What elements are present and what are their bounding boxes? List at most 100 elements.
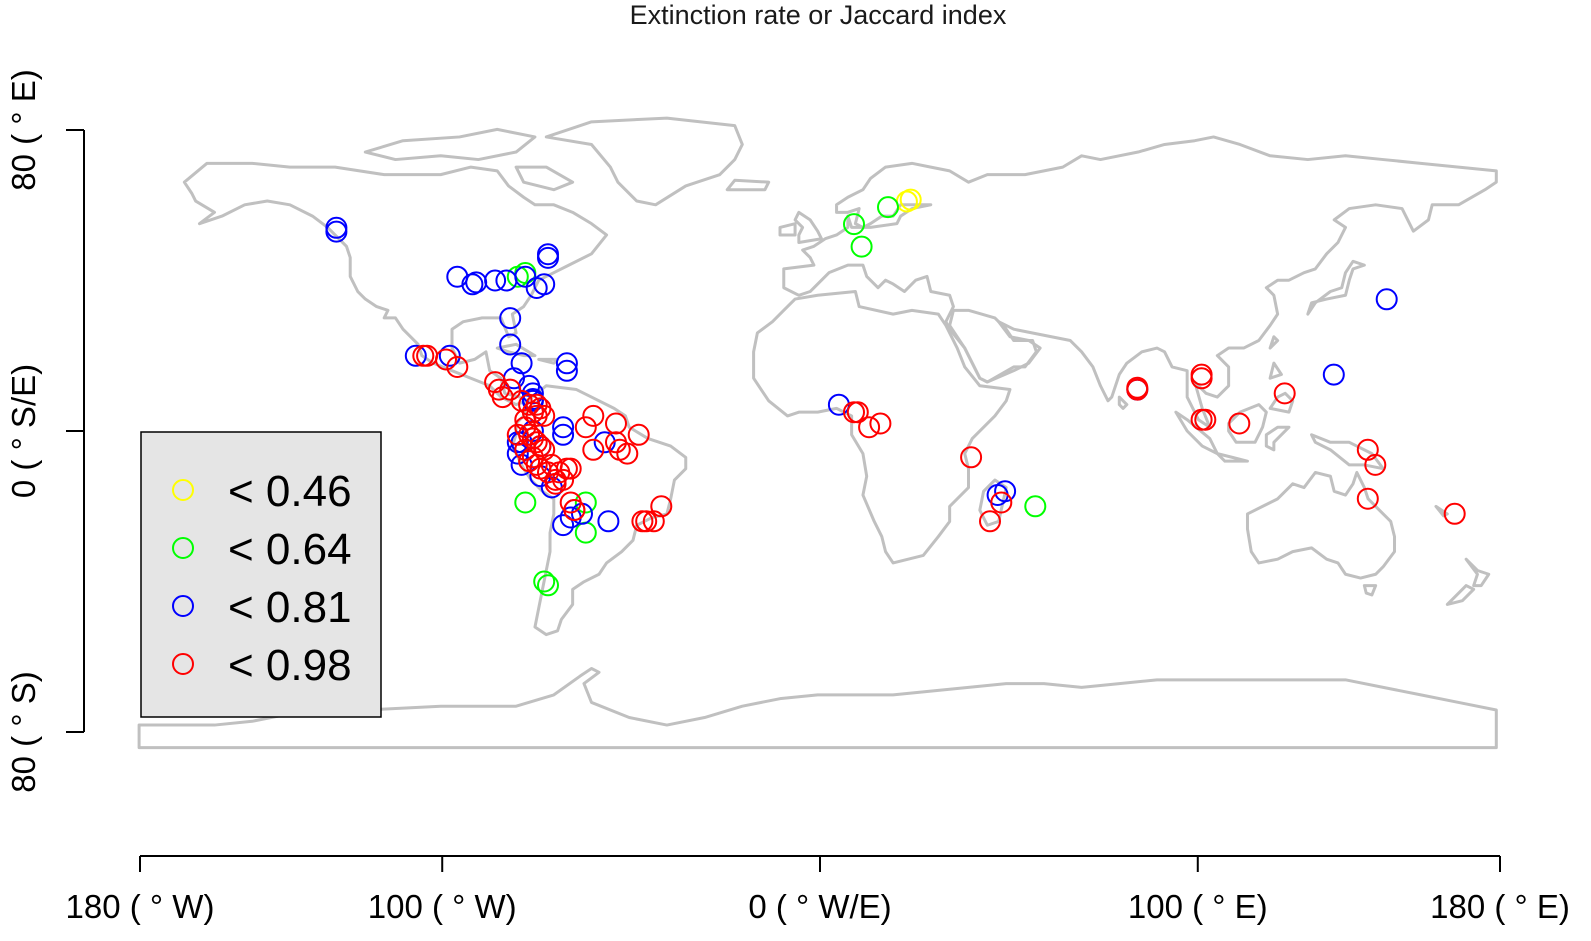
data-point: [446, 265, 469, 288]
data-point: [574, 521, 597, 544]
data-point: [582, 404, 605, 427]
data-point: [843, 213, 865, 236]
data-point: [446, 356, 469, 378]
data-point: [555, 359, 578, 382]
data-point: [518, 423, 541, 446]
north-america-outline: [184, 163, 606, 404]
british-isles-outline: [780, 212, 821, 242]
data-point: [574, 491, 597, 514]
map-title: Extinction rate or Jaccard index: [630, 0, 1007, 30]
data-point: [552, 468, 575, 491]
data-point: [869, 412, 892, 435]
data-point: [555, 352, 578, 375]
x-tick-label: 0 ( ° W/E): [748, 888, 891, 925]
legend-marker: [172, 653, 194, 675]
iceland-outline: [727, 180, 768, 189]
data-point: [846, 401, 869, 424]
y-tick-label: 80 ( ° S): [5, 671, 42, 792]
legend-label: < 0.64: [228, 525, 352, 574]
data-point: [574, 416, 597, 439]
tasmania-outline: [1364, 586, 1375, 595]
legend-marker: [172, 595, 194, 617]
data-point: [858, 416, 881, 439]
data-point: [484, 269, 507, 292]
data-point: [552, 416, 575, 439]
data-point: [552, 514, 575, 537]
data-point: [990, 491, 1013, 514]
data-point: [533, 273, 556, 296]
data-point: [1190, 363, 1213, 386]
data-point: [631, 510, 654, 533]
data-point: [514, 438, 537, 461]
x-tick-label: 100 ( ° E): [1128, 888, 1268, 925]
data-point: [506, 423, 529, 446]
japan-outline: [1308, 261, 1365, 314]
data-point: [537, 574, 559, 597]
arctic-islands-outline: [365, 129, 572, 189]
data-point: [438, 344, 461, 367]
data-point: [850, 235, 873, 258]
arabia-outline: [950, 310, 1040, 382]
data-point: [495, 269, 518, 292]
data-point: [827, 393, 850, 416]
data-point: [605, 412, 627, 435]
taiwan-outline: [1270, 337, 1278, 348]
data-point: [899, 188, 922, 211]
data-point: [325, 220, 348, 243]
data-points: [325, 188, 1466, 597]
southeast-asia-islands-outline: [1176, 363, 1383, 469]
data-point: [521, 427, 544, 450]
data-point: [1273, 382, 1296, 405]
x-tick-label: 180 ( ° E): [1430, 888, 1570, 925]
australia-outline: [1247, 472, 1394, 578]
data-point: [514, 265, 537, 288]
data-point: [435, 348, 457, 371]
sri-lanka-outline: [1119, 397, 1127, 408]
x-tick-label: 100 ( ° W): [368, 888, 517, 925]
data-point: [582, 438, 605, 461]
africa-outline: [754, 292, 1010, 563]
data-point: [525, 453, 548, 476]
data-point: [499, 333, 522, 356]
data-point: [1126, 376, 1149, 399]
eurasia-outline: [784, 137, 1497, 427]
data-point: [525, 404, 548, 427]
data-point: [979, 510, 1001, 533]
data-point: [593, 431, 616, 454]
data-point: [461, 273, 484, 296]
data-point: [533, 570, 556, 593]
data-point: [525, 431, 548, 454]
data-point: [877, 196, 899, 219]
data-point: [514, 491, 537, 514]
y-tick-label: 80 ( ° E): [5, 69, 42, 190]
data-point: [1194, 408, 1217, 431]
data-point: [642, 510, 665, 533]
greenland-outline: [546, 118, 742, 205]
data-point: [1364, 453, 1387, 476]
legend-label: < 0.81: [228, 583, 352, 632]
data-point: [960, 446, 983, 469]
data-point: [1375, 288, 1398, 311]
x-tick-label: 180 ( ° W): [66, 888, 215, 925]
data-point: [1356, 438, 1379, 461]
data-point: [1228, 412, 1251, 435]
data-point: [616, 442, 639, 465]
data-point: [499, 378, 522, 401]
madagascar-outline: [980, 480, 1006, 525]
axes: 80 ( ° E) 0 ( ° S/E) 80 ( ° S) 180 ( ° W) 1…: [5, 69, 1570, 925]
data-point: [650, 495, 673, 518]
legend-marker: [172, 479, 194, 501]
data-point: [597, 510, 620, 533]
data-point: [537, 246, 559, 269]
data-point: [627, 423, 650, 446]
data-point: [1443, 502, 1466, 525]
legend-label: < 0.98: [228, 641, 352, 690]
data-point: [540, 453, 563, 476]
data-point: [499, 307, 522, 330]
data-point: [1024, 495, 1047, 518]
y-tick-label: 0 ( ° S/E): [5, 364, 42, 498]
antarctica-outline: [139, 669, 1496, 748]
data-point: [404, 344, 427, 367]
data-point: [1322, 363, 1345, 386]
